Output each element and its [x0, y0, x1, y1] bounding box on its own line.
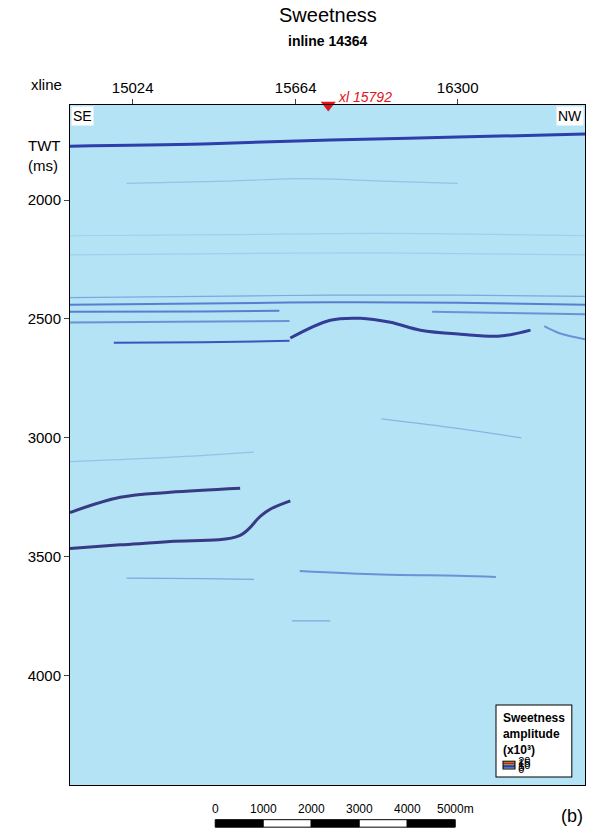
svg-text:2500: 2500 [28, 310, 61, 327]
svg-text:SE: SE [73, 108, 92, 124]
svg-text:5: 5 [518, 761, 524, 773]
svg-text:TWT(ms): TWT(ms) [28, 137, 60, 174]
svg-text:Sweetnessamplitude(x10³): Sweetnessamplitude(x10³) [503, 711, 565, 756]
svg-text:3000: 3000 [28, 429, 61, 446]
svg-text:4000: 4000 [394, 802, 421, 816]
svg-text:5000m: 5000m [437, 802, 474, 816]
svg-text:2000: 2000 [28, 191, 61, 208]
svg-text:inline 14364: inline 14364 [288, 33, 368, 49]
svg-text:10: 10 [518, 759, 530, 771]
svg-text:0: 0 [212, 802, 219, 816]
svg-text:1000: 1000 [250, 802, 277, 816]
svg-text:3000: 3000 [346, 802, 373, 816]
svg-text:16300: 16300 [437, 79, 479, 96]
svg-text:3500: 3500 [28, 548, 61, 565]
svg-text:NW: NW [558, 108, 582, 124]
svg-text:Sweetness: Sweetness [279, 4, 377, 26]
svg-text:xl 15792: xl 15792 [338, 89, 392, 105]
svg-text:15664: 15664 [275, 79, 317, 96]
svg-text:4000: 4000 [28, 667, 61, 684]
svg-text:15024: 15024 [112, 79, 154, 96]
svg-text:15: 15 [518, 757, 530, 769]
svg-text:0: 0 [518, 763, 524, 775]
svg-text:2000: 2000 [298, 802, 325, 816]
svg-text:xline: xline [31, 76, 62, 93]
svg-text:20: 20 [518, 755, 530, 767]
svg-text:(b): (b) [561, 806, 583, 826]
